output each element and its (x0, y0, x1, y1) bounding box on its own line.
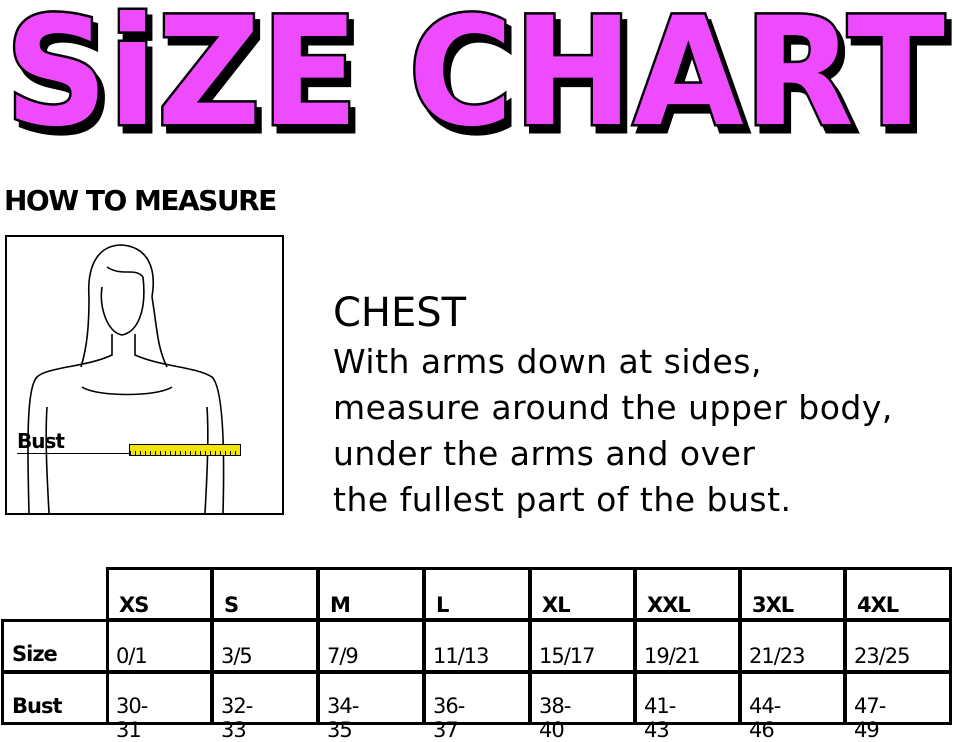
column-header: XL (542, 593, 571, 617)
bust-label: Bust (17, 429, 65, 453)
bust-value: 34-35 (327, 694, 359, 742)
size-value: 7/9 (327, 644, 359, 668)
size-chart-title: SiZE CHART (3, 0, 948, 150)
table-cell (844, 671, 952, 725)
size-value: 23/25 (854, 644, 911, 668)
size-value: 0/1 (116, 644, 148, 668)
instruction-line: measure around the upper body, (333, 388, 893, 427)
size-value: 11/13 (433, 644, 490, 668)
bust-value: 30-31 (116, 694, 148, 742)
instruction-line: under the arms and over (333, 434, 756, 473)
column-header: L (436, 593, 449, 617)
bust-value: 47-49 (854, 694, 886, 742)
bust-value: 41-43 (644, 694, 676, 742)
column-header: XS (119, 593, 149, 617)
column-header: 3XL (752, 593, 794, 617)
size-value: 3/5 (221, 644, 253, 668)
column-header: M (330, 593, 351, 617)
size-value: 21/23 (749, 644, 806, 668)
measuring-tape (129, 444, 241, 456)
column-header: S (224, 593, 239, 617)
bust-value: 32-33 (221, 694, 253, 742)
chest-heading: CHEST (333, 290, 467, 336)
size-value: 19/21 (644, 644, 701, 668)
how-to-measure-heading: HOW TO MEASURE (4, 184, 277, 217)
bust-value: 36-37 (433, 694, 465, 742)
size-value: 15/17 (539, 644, 596, 668)
measuring-illustration: Bust (5, 235, 284, 515)
instruction-line: the fullest part of the bust. (333, 480, 792, 519)
title-text: SiZE CHART (5, 0, 945, 150)
bust-pointer-line (17, 453, 132, 454)
instruction-line: With arms down at sides, (333, 342, 762, 381)
row-label: Bust (12, 694, 62, 718)
bust-value: 38-40 (539, 694, 571, 742)
column-header: XXL (647, 593, 691, 617)
bust-value: 44-46 (749, 694, 781, 742)
column-header: 4XL (857, 593, 899, 617)
row-label: Size (12, 642, 58, 666)
